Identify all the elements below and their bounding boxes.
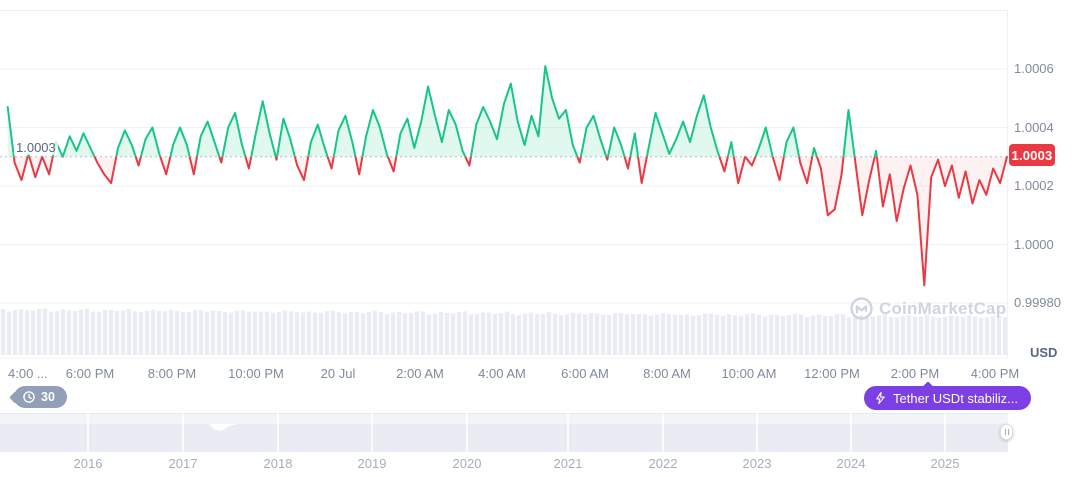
- x-axis-tick-label: 10:00 PM: [228, 366, 284, 381]
- price-chart-plot[interactable]: [0, 10, 1008, 360]
- coinmarketcap-watermark-text: CoinMarketCap: [879, 298, 1007, 318]
- x-axis-tick-label: 4:00 ...: [8, 366, 48, 381]
- coinmarketcap-watermark: CoinMarketCap: [850, 297, 1006, 320]
- grip-icon: [1004, 429, 1006, 435]
- x-axis-tick-label: 20 Jul: [320, 366, 356, 381]
- y-axis-unit-label: USD: [1030, 345, 1058, 360]
- coinmarketcap-logo-icon: [850, 297, 873, 320]
- y-axis-tick-label: 1.0006: [1014, 61, 1054, 76]
- y-axis-tick-label: 1.0002: [1014, 178, 1054, 193]
- y-axis-tick-label: 0.99980: [1014, 295, 1061, 310]
- navigator-year-label: 2019: [357, 456, 387, 471]
- navigator-year-label: 2023: [742, 456, 772, 471]
- navigator-year-label: 2025: [930, 456, 960, 471]
- price-line-down: [12, 156, 1008, 287]
- x-axis-tick-label: 2:00 AM: [396, 366, 444, 381]
- y-axis-tick-label: 1.0004: [1014, 119, 1054, 135]
- navigator-year-label: 2017: [168, 456, 198, 471]
- x-axis-tick-label: 4:00 PM: [970, 366, 1020, 381]
- x-axis-tick-label: 6:00 AM: [561, 366, 609, 381]
- x-axis-tick-label: 8:00 PM: [147, 366, 197, 381]
- volume-bars: [0, 308, 1008, 355]
- area-below-baseline: [7, 156, 1007, 286]
- annotation-tooltip[interactable]: Tether USDt stabiliz...: [864, 386, 1031, 410]
- baseline-price-label: 1.0003: [14, 140, 58, 155]
- x-axis-tick-label: 4:00 AM: [478, 366, 526, 381]
- history-annotations-badge[interactable]: 30: [14, 386, 67, 408]
- navigator-mask: [0, 424, 1008, 452]
- lightning-icon: [876, 391, 885, 405]
- navigator-year-label: 2022: [648, 456, 678, 471]
- area-above-baseline: [7, 66, 1007, 157]
- navigator-year-label: 2018: [263, 456, 293, 471]
- x-axis-tick-label: 8:00 AM: [643, 366, 691, 381]
- x-axis-tick-label: 10:00 AM: [721, 366, 777, 381]
- navigator-year-label: 2020: [452, 456, 482, 471]
- x-axis-tick-label: 2:00 PM: [890, 366, 940, 381]
- y-axis-tick-label: 1.0000: [1014, 236, 1054, 252]
- navigator-year-label: 2021: [553, 456, 583, 471]
- price-line-up: [6, 65, 1008, 157]
- navigator-strip: [0, 414, 1008, 424]
- history-badge-count: 30: [41, 390, 55, 404]
- x-axis-tick-label: 6:00 PM: [65, 366, 115, 381]
- navigator-series-dip: [203, 424, 238, 431]
- history-clock-icon: [23, 391, 35, 403]
- current-price-badge: 1.0003: [1009, 144, 1055, 166]
- range-navigator[interactable]: [0, 413, 1008, 452]
- navigator-year-label: 2016: [73, 456, 103, 471]
- navigator-handle[interactable]: [1000, 424, 1013, 440]
- annotation-label: Tether USDt stabiliz...: [893, 390, 1018, 406]
- x-axis-tick-label: 12:00 PM: [804, 366, 860, 381]
- navigator-year-label: 2024: [836, 456, 866, 471]
